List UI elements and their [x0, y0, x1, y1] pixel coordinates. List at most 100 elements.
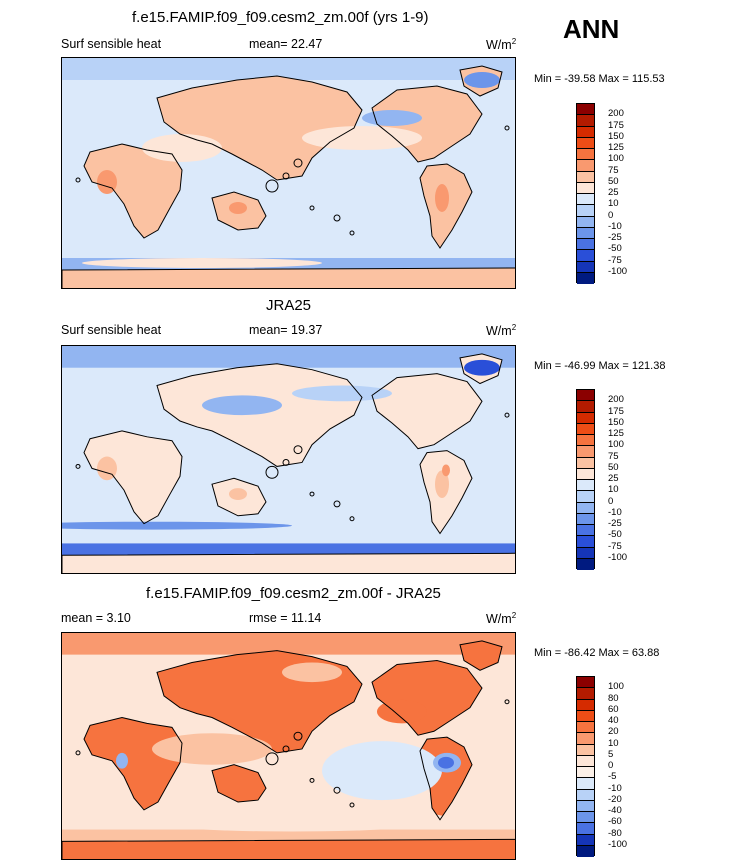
land-fill [62, 839, 515, 859]
contour-blob [152, 733, 272, 765]
coastline [310, 492, 314, 496]
coastline [334, 501, 340, 507]
colorbar-swatch [577, 789, 594, 801]
colorbar-tick-label: 0 [608, 209, 614, 221]
colorbar-tick-label: 20 [608, 726, 619, 738]
colorbar-tick-label: 125 [608, 142, 624, 153]
coastline [460, 66, 502, 96]
coastline [266, 180, 278, 192]
colorbar-tick-label: 25 [608, 473, 619, 484]
coastline [372, 374, 482, 449]
colorbar-swatch [577, 525, 594, 537]
land-fill [460, 640, 502, 671]
colorbar-swatch [577, 767, 594, 779]
colorbar-swatch [577, 468, 594, 480]
colorbar-swatch [577, 272, 594, 284]
coastline [84, 431, 182, 524]
panel-title: f.e15.FAMIP.f09_f09.cesm2_zm.00f - JRA25 [146, 585, 441, 602]
contour-blob [292, 385, 392, 402]
colorbar-swatch [577, 688, 594, 700]
colorbar-tick-label: 150 [608, 130, 624, 142]
colorbar-tick-label: 5 [608, 748, 614, 760]
coastline [76, 178, 80, 182]
colorbar-swatch [577, 733, 594, 745]
colorbar-swatch [577, 834, 594, 846]
contour-blob [62, 521, 292, 530]
contour-blob [464, 72, 500, 88]
colorbar-tick-label: 75 [608, 450, 619, 462]
land-fill [372, 373, 482, 449]
colorbar-swatch [577, 250, 594, 262]
colorbar-swatch [577, 104, 594, 116]
colorbar-swatch [577, 205, 594, 217]
colorbar-tick-label: -80 [608, 827, 622, 839]
colorbar-tick-label: 10 [608, 484, 619, 496]
colorbar-swatch [577, 491, 594, 503]
coastline [294, 159, 302, 167]
coastline [294, 446, 302, 454]
contour-blob [82, 258, 322, 268]
coastline [310, 206, 314, 210]
colorbar-tick-label: 60 [608, 703, 619, 715]
coastline [84, 144, 182, 238]
coastline [460, 641, 502, 670]
colorbar-tick-label: 150 [608, 416, 624, 428]
colorbar-swatch [577, 812, 594, 824]
contour-blob [435, 470, 449, 499]
colorbar-tick-label: -10 [608, 506, 622, 518]
colorbar-swatch [577, 480, 594, 492]
colorbar-tick-label: -50 [608, 243, 622, 255]
land-fill [372, 86, 482, 162]
contour-map [62, 58, 516, 289]
colorbar-swatch [577, 137, 594, 149]
variable-label: Surf sensible heat [61, 37, 162, 51]
minmax-label: Min = -39.58 Max = 115.53 [534, 73, 665, 85]
colorbar-tick-label: 75 [608, 164, 619, 176]
colorbar-swatch [577, 227, 594, 239]
colorbar-swatch [577, 401, 594, 413]
colorbar-tick-label: 40 [608, 715, 619, 726]
coastline [283, 460, 289, 466]
colorbar-swatch [577, 457, 594, 469]
colorbar-swatch [577, 547, 594, 559]
coastline [283, 173, 289, 179]
coastline [372, 661, 482, 736]
colorbar-swatch [577, 423, 594, 435]
arctic-band [62, 346, 515, 368]
coastline [266, 753, 278, 765]
units-label: W/m2 [486, 611, 517, 627]
colorbar-tick-label: 10 [608, 737, 619, 749]
colorbar-swatch [577, 446, 594, 458]
contour-blob [438, 756, 454, 769]
map-model [61, 57, 516, 289]
coastline [76, 464, 80, 468]
contour-map [62, 633, 515, 859]
contour-blob [442, 464, 450, 477]
land-fill [84, 144, 182, 238]
coastline [62, 268, 516, 289]
colorbar-swatch [577, 744, 594, 756]
colorbar-tick-label: 100 [608, 439, 624, 451]
colorbar-tick-label: 50 [608, 175, 619, 187]
colorbar-swatch [577, 800, 594, 812]
coastline [212, 478, 266, 516]
colorbar-swatch [577, 182, 594, 194]
coastline [283, 746, 289, 752]
land-fill [84, 717, 182, 810]
coastline [334, 787, 340, 793]
colorbar-swatch [577, 823, 594, 835]
coastline [334, 215, 340, 221]
colorbar [576, 103, 595, 284]
colorbar [576, 389, 595, 570]
colorbar-tick-label: -75 [608, 254, 622, 266]
coastline [212, 765, 266, 802]
colorbar-tick-label: 200 [608, 108, 624, 120]
colorbar-swatch [577, 171, 594, 183]
colorbar-swatch [577, 677, 594, 689]
contour-blob [435, 184, 449, 212]
colorbar-swatch [577, 261, 594, 273]
colorbar-tick-label: -75 [608, 540, 622, 552]
colorbar-tick-label: 25 [608, 187, 619, 198]
units-label: W/m2 [486, 323, 517, 339]
colorbar-tick-label: 175 [608, 119, 624, 131]
